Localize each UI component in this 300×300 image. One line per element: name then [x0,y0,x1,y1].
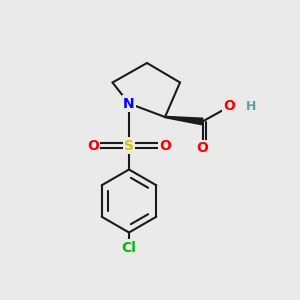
Text: S: S [124,139,134,152]
Text: N: N [123,97,135,110]
Text: H: H [246,100,256,113]
Polygon shape [165,116,203,125]
Text: O: O [196,142,208,155]
Text: O: O [87,139,99,152]
Text: O: O [159,139,171,152]
Text: Cl: Cl [122,241,136,254]
Text: O: O [224,100,236,113]
